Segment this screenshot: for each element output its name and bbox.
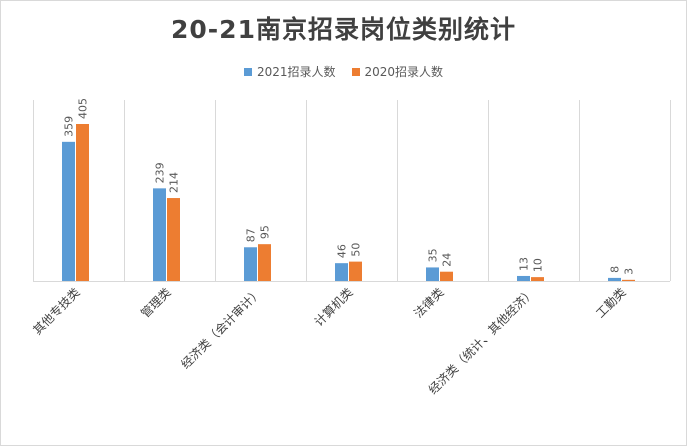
bar-2020 xyxy=(440,271,453,281)
bar-2020 xyxy=(622,279,635,281)
bar-2021 xyxy=(426,267,439,281)
data-label-2021: 8 xyxy=(609,266,622,273)
bar-2021 xyxy=(517,275,530,281)
data-label-2021: 359 xyxy=(63,116,76,137)
data-label-2021: 35 xyxy=(427,248,440,262)
category-label: 其他专技类 xyxy=(30,285,83,338)
data-label-2020: 24 xyxy=(441,253,454,267)
legend-swatch-2021 xyxy=(243,67,252,76)
bar-2021 xyxy=(244,247,257,281)
legend-label-2020: 2020招录人数 xyxy=(364,65,444,79)
bar-2020 xyxy=(258,244,271,281)
legend-item-2020: 2020招录人数 xyxy=(351,63,444,80)
category-label: 法律类 xyxy=(411,285,446,320)
data-label-2021: 239 xyxy=(154,162,167,183)
legend: 2021招录人数 2020招录人数 xyxy=(0,63,687,80)
bar-2020 xyxy=(167,198,180,281)
legend-label-2021: 2021招录人数 xyxy=(256,65,336,79)
data-label-2020: 10 xyxy=(532,258,545,272)
legend-swatch-2020 xyxy=(351,67,360,76)
category-label: 经济类（会计审计） xyxy=(178,285,265,372)
category-label: 工勤类 xyxy=(593,285,628,320)
bar-2021 xyxy=(335,263,348,281)
bar-2020 xyxy=(76,124,89,281)
bar-2021 xyxy=(62,141,75,281)
data-label-2020: 214 xyxy=(168,172,181,193)
data-label-2021: 87 xyxy=(245,228,258,242)
bar-2021 xyxy=(153,188,166,281)
legend-item-2021: 2021招录人数 xyxy=(243,63,336,80)
bar-2020 xyxy=(349,261,362,281)
data-label-2020: 3 xyxy=(623,268,636,275)
data-label-2021: 46 xyxy=(336,244,349,258)
data-label-2020: 405 xyxy=(77,98,90,119)
category-label: 计算机类 xyxy=(311,285,356,330)
category-label: 管理类 xyxy=(138,285,174,321)
data-label-2020: 95 xyxy=(259,225,272,239)
data-label-2020: 50 xyxy=(350,243,363,257)
chart-title: 20-21南京招录岗位类别统计 xyxy=(171,15,516,44)
bar-2020 xyxy=(531,277,544,281)
bar-2021 xyxy=(608,277,621,281)
data-label-2021: 13 xyxy=(518,257,531,271)
category-label: 经济类（统计、其他经济） xyxy=(425,285,537,397)
